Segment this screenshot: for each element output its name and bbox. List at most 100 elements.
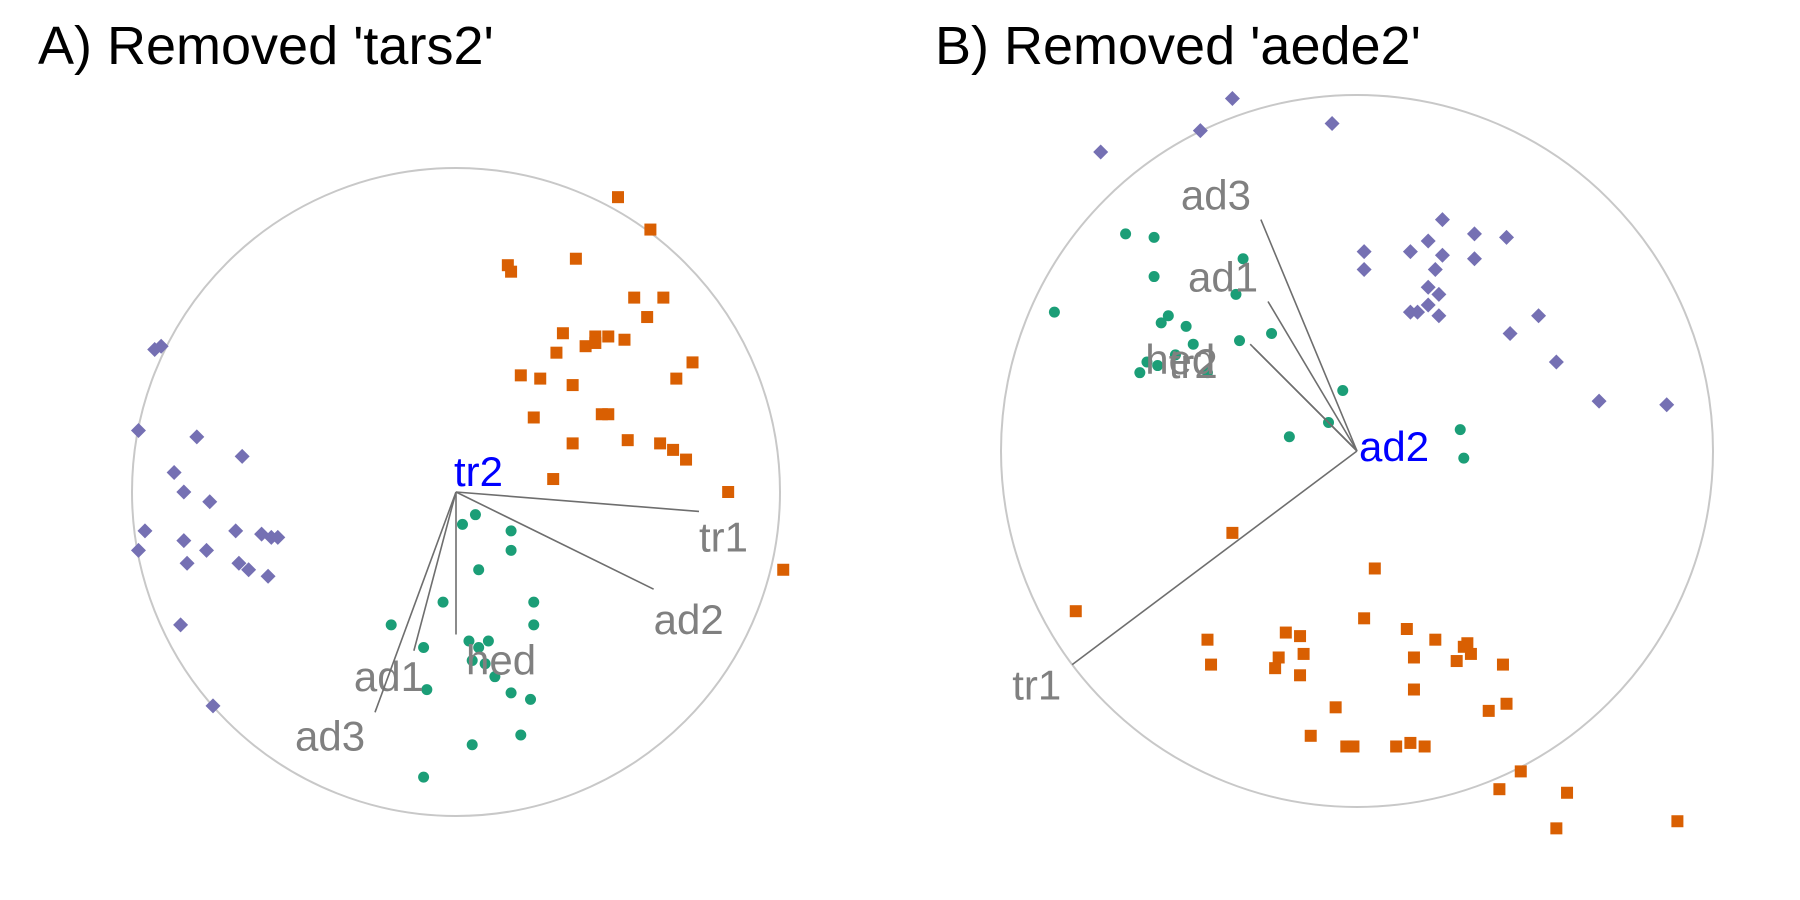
data-point <box>1192 123 1208 139</box>
data-point <box>1230 288 1242 300</box>
data-point <box>621 434 634 447</box>
data-point <box>1407 683 1420 696</box>
data-point <box>528 596 540 608</box>
data-point <box>130 422 146 438</box>
data-point <box>556 327 569 340</box>
data-point <box>680 453 693 466</box>
loading-label-hed: hed <box>466 637 536 684</box>
data-point <box>479 658 491 670</box>
loading-line-ad1 <box>1267 301 1358 452</box>
data-point <box>189 429 205 445</box>
panel-b-title: B) Removed 'aede2' <box>935 16 1421 76</box>
data-point <box>1458 452 1470 464</box>
data-point <box>231 555 247 571</box>
loading-label-tr1: tr1 <box>1012 662 1061 709</box>
data-point <box>1069 605 1082 618</box>
data-point <box>489 671 501 683</box>
data-point <box>1201 633 1214 646</box>
data-point <box>473 564 485 576</box>
data-point <box>456 518 468 530</box>
data-point <box>657 291 670 304</box>
data-point <box>469 509 481 521</box>
data-point <box>1561 786 1574 799</box>
data-point <box>1134 367 1146 379</box>
data-point <box>241 562 257 578</box>
data-point <box>1496 658 1509 671</box>
data-point <box>1427 261 1443 277</box>
data-point <box>137 523 153 539</box>
data-point <box>1450 655 1463 668</box>
data-point <box>1402 244 1418 260</box>
data-point <box>260 568 276 584</box>
data-point <box>602 408 615 421</box>
data-point <box>166 465 182 481</box>
data-point <box>1294 669 1307 682</box>
data-point <box>1431 286 1447 302</box>
correlation-circle <box>131 167 781 817</box>
data-point <box>1294 630 1307 643</box>
data-point <box>1224 91 1240 107</box>
data-point <box>1514 765 1527 778</box>
data-point <box>130 542 146 558</box>
loading-line-ad3 <box>374 491 457 713</box>
data-point <box>1434 212 1450 228</box>
data-point <box>602 330 615 343</box>
data-point <box>525 693 537 705</box>
data-point <box>1141 356 1153 368</box>
data-point <box>1356 261 1372 277</box>
data-point <box>1659 397 1675 413</box>
data-point <box>1420 297 1436 313</box>
loading-line-tr2 <box>1253 347 1358 452</box>
data-point <box>1237 253 1249 265</box>
data-point <box>421 684 433 696</box>
loading-line-ad3 <box>1260 219 1358 452</box>
data-point <box>1493 783 1506 796</box>
data-point <box>1324 115 1340 131</box>
loading-line-tr1 <box>1071 450 1358 666</box>
data-point <box>1404 736 1417 749</box>
data-point <box>1279 626 1292 639</box>
data-point <box>1205 658 1218 671</box>
data-point <box>534 372 547 385</box>
data-point <box>1358 612 1371 625</box>
data-point <box>1434 247 1450 263</box>
data-point <box>1304 729 1317 742</box>
data-point <box>1550 822 1563 835</box>
data-point <box>505 265 518 278</box>
data-point <box>670 372 683 385</box>
data-point <box>176 533 192 549</box>
data-point <box>566 437 579 450</box>
data-point <box>612 191 624 204</box>
data-point <box>1155 317 1167 329</box>
data-point <box>1482 704 1495 717</box>
loading-line-tr1 <box>455 491 700 513</box>
data-point <box>270 529 286 545</box>
data-point <box>1347 740 1360 753</box>
loading-line-ad1 <box>413 491 457 651</box>
data-point <box>686 356 699 369</box>
data-point <box>437 596 449 608</box>
data-point <box>1548 354 1564 370</box>
data-point <box>1499 229 1515 245</box>
data-point <box>777 563 790 576</box>
data-point <box>1400 623 1413 635</box>
loading-line-ad2 <box>455 491 654 590</box>
panel-a: A) Removed 'tars2' tr1ad2hedad1ad3tr2 <box>38 16 790 817</box>
data-point <box>153 338 169 354</box>
data-point <box>514 369 527 382</box>
loading-label-ad3: ad3 <box>1181 172 1251 219</box>
data-point <box>418 771 430 783</box>
data-point <box>566 379 579 392</box>
data-point <box>1266 328 1278 340</box>
correlation-circle <box>1000 94 1714 808</box>
data-point <box>1148 231 1160 243</box>
data-point <box>1464 647 1477 660</box>
data-point <box>176 484 192 500</box>
loading-label-ad2: ad2 <box>654 596 724 643</box>
loading-label-hed: hed <box>1145 336 1215 383</box>
data-point <box>385 619 397 631</box>
data-point <box>1337 384 1349 396</box>
center-variable-label: tr2 <box>454 448 503 495</box>
data-point <box>1148 271 1160 283</box>
